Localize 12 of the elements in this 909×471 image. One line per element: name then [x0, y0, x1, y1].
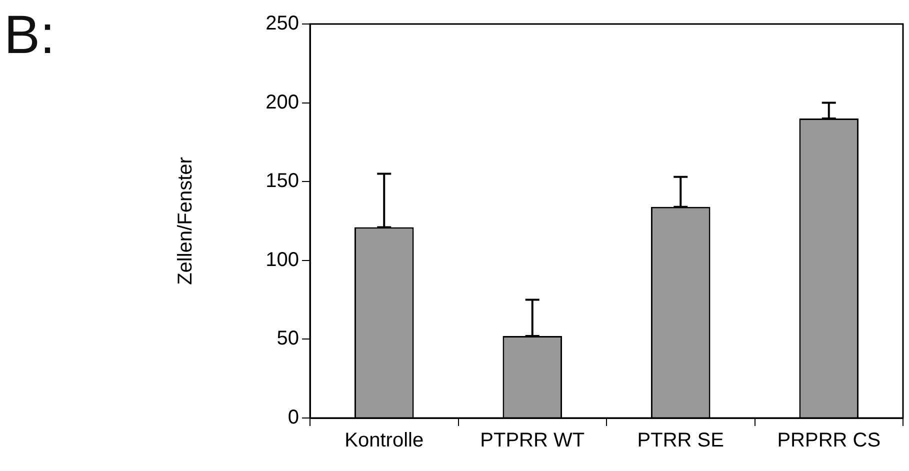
y-tick-label: 50 [276, 328, 299, 350]
y-tick-label: 250 [266, 12, 299, 35]
y-tick-label: 150 [266, 170, 299, 192]
x-tick-label: PTRR SE [637, 430, 724, 452]
y-tick-label: 200 [266, 91, 299, 114]
x-tick-label: PRPRR CS [777, 430, 881, 452]
x-tick-label: Kontrolle [344, 430, 424, 452]
y-axis-title: Zellen/Fenster [174, 156, 197, 285]
x-tick-label: PTPRR WT [480, 430, 585, 452]
y-tick-label: 100 [266, 248, 299, 271]
text: B: [4, 4, 56, 66]
y-tick-label: 0 [288, 406, 299, 429]
